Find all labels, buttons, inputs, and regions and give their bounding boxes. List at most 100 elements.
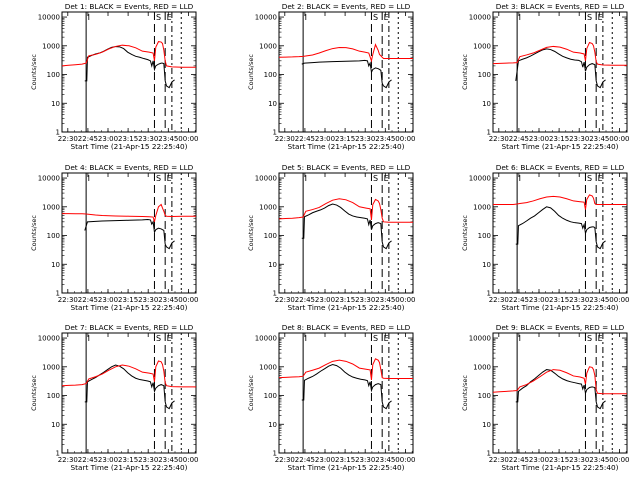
y-tick-label: 10000 [469, 14, 491, 22]
x-tick-label: 23:45 [158, 456, 178, 464]
x-tick-label: 22:45 [295, 456, 315, 464]
x-axis-label: Start Time (21-Apr-15 22:25:40) [288, 463, 405, 472]
y-tick-label: 10000 [38, 335, 60, 343]
x-tick-label: 23:15 [549, 456, 569, 464]
x-axis-label: Start Time (21-Apr-15 22:25:40) [502, 463, 619, 472]
lld-series-line [492, 41, 627, 66]
y-tick-label: 1000 [259, 203, 277, 211]
y-tick-label: 1000 [259, 363, 277, 371]
panel-title: Det 4: BLACK = Events, RED = LLD [65, 163, 194, 172]
y-axis-label: Counts/sec [30, 215, 38, 251]
x-tick-label: 23:45 [158, 296, 178, 304]
y-tick-label: 10000 [255, 335, 277, 343]
y-tick-label: 10 [268, 261, 277, 269]
x-tick-label: 23:00 [529, 135, 549, 143]
y-tick-label: 10 [268, 421, 277, 429]
events-series-line [84, 46, 175, 89]
plot-frame [278, 172, 414, 294]
x-tick-label: 22:45 [295, 296, 315, 304]
x-axis-label: Start Time (21-Apr-15 22:25:40) [71, 142, 188, 151]
x-tick-label: 23:45 [589, 296, 609, 304]
marker-label: E [598, 13, 603, 22]
marker-label: I [519, 13, 521, 22]
y-tick-label: 10 [51, 421, 60, 429]
y-axis-label: Counts/sec [461, 215, 469, 251]
panel-det-2: Det 2: BLACK = Events, RED = LLD 1 10 100 10… [247, 2, 415, 151]
x-tick-label: 22:30 [489, 135, 509, 143]
y-tick-label: 1 [487, 290, 491, 298]
y-tick-label: 10 [51, 261, 60, 269]
y-tick-label: 10000 [38, 175, 60, 183]
x-tick-label: 23:45 [375, 296, 395, 304]
x-tick-label: 22:30 [58, 456, 78, 464]
events-series-line [84, 364, 175, 410]
y-tick-label: 1000 [42, 42, 60, 50]
plot-frame [492, 11, 628, 133]
plot-frame [492, 172, 628, 294]
x-tick-label: 22:30 [275, 135, 295, 143]
x-tick-label: 00:00 [395, 456, 415, 464]
events-series-line [515, 206, 606, 250]
y-tick-label: 10000 [469, 175, 491, 183]
y-tick-label: 10 [482, 100, 491, 108]
marker-label: I [88, 13, 90, 22]
x-axis-label: Start Time (21-Apr-15 22:25:40) [71, 463, 188, 472]
marker-label: E [598, 174, 603, 183]
y-tick-label: 1000 [473, 203, 491, 211]
marker-label: I [88, 334, 90, 343]
panel-det-4: Det 4: BLACK = Events, RED = LLD 1 10 100 10… [30, 163, 198, 312]
y-tick-label: 100 [478, 232, 491, 240]
plot-frame [61, 172, 197, 294]
x-tick-label: 23:45 [158, 135, 178, 143]
panel-title: Det 7: BLACK = Events, RED = LLD [65, 323, 194, 332]
y-axis-label: Counts/sec [30, 54, 38, 90]
x-tick-label: 23:30 [569, 296, 589, 304]
y-axis-label: Counts/sec [30, 375, 38, 411]
y-tick-label: 10 [482, 421, 491, 429]
x-tick-label: 23:00 [529, 296, 549, 304]
y-tick-label: 10000 [255, 175, 277, 183]
panel-det-5: Det 5: BLACK = Events, RED = LLD 1 10 100 10… [247, 163, 415, 312]
y-tick-label: 1000 [259, 42, 277, 50]
y-tick-label: 1 [56, 450, 60, 458]
x-tick-label: 23:15 [118, 135, 138, 143]
y-tick-label: 100 [264, 232, 277, 240]
x-tick-label: 23:30 [355, 135, 375, 143]
x-tick-label: 22:45 [509, 135, 529, 143]
panel-title: Det 3: BLACK = Events, RED = LLD [496, 2, 625, 11]
events-series-line [301, 203, 392, 250]
y-tick-label: 10000 [255, 14, 277, 22]
x-tick-label: 23:00 [98, 296, 118, 304]
marker-label: E [167, 13, 172, 22]
marker-label: S [587, 13, 592, 22]
x-axis-label: Start Time (21-Apr-15 22:25:40) [288, 142, 405, 151]
y-tick-label: 10000 [38, 14, 60, 22]
x-tick-label: 23:45 [375, 135, 395, 143]
x-tick-label: 23:15 [335, 135, 355, 143]
y-tick-label: 1 [273, 450, 277, 458]
x-tick-label: 22:45 [78, 456, 98, 464]
marker-label: E [167, 174, 172, 183]
x-tick-label: 22:30 [58, 135, 78, 143]
x-tick-label: 23:45 [589, 456, 609, 464]
x-tick-label: 22:45 [78, 135, 98, 143]
x-tick-label: 23:00 [315, 456, 335, 464]
y-tick-label: 1 [487, 129, 491, 137]
marker-label: S [587, 334, 592, 343]
panel-title: Det 8: BLACK = Events, RED = LLD [282, 323, 411, 332]
y-tick-label: 100 [478, 71, 491, 79]
lld-series-line [62, 203, 196, 222]
x-tick-label: 00:00 [178, 456, 198, 464]
marker-label: S [156, 13, 161, 22]
plot-frame [278, 332, 414, 454]
x-tick-label: 23:00 [315, 296, 335, 304]
y-tick-label: 100 [264, 392, 277, 400]
lld-series-line [61, 41, 196, 68]
marker-label: I [305, 174, 307, 183]
x-tick-label: 23:00 [315, 135, 335, 143]
marker-label: I [305, 334, 307, 343]
x-tick-label: 23:30 [138, 296, 158, 304]
y-tick-label: 1 [56, 290, 60, 298]
y-tick-label: 100 [47, 232, 60, 240]
y-axis-label: Counts/sec [461, 375, 469, 411]
